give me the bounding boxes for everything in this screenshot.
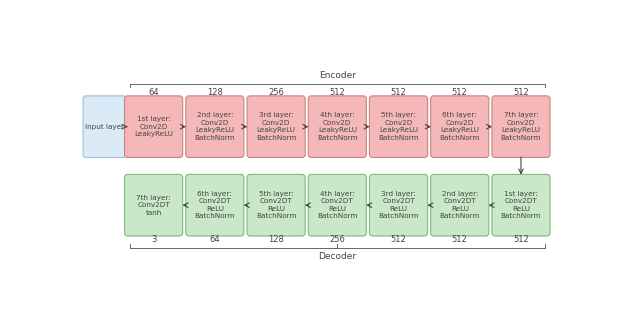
FancyBboxPatch shape bbox=[369, 174, 428, 236]
FancyBboxPatch shape bbox=[125, 174, 182, 236]
Text: Decoder: Decoder bbox=[318, 252, 356, 261]
FancyBboxPatch shape bbox=[308, 174, 366, 236]
Text: 3rd layer:
Conv2DT
ReLU
BatchNorm: 3rd layer: Conv2DT ReLU BatchNorm bbox=[378, 191, 419, 219]
Text: 6th layer:
Conv2DT
ReLU
BatchNorm: 6th layer: Conv2DT ReLU BatchNorm bbox=[195, 191, 235, 219]
Text: 4th layer:
Conv2D
LeakyReLU
BatchNorm: 4th layer: Conv2D LeakyReLU BatchNorm bbox=[317, 112, 358, 141]
FancyBboxPatch shape bbox=[308, 96, 366, 157]
Text: 3: 3 bbox=[151, 235, 156, 244]
FancyBboxPatch shape bbox=[431, 96, 489, 157]
Text: Input layer: Input layer bbox=[85, 124, 124, 130]
FancyBboxPatch shape bbox=[247, 174, 305, 236]
Text: 128: 128 bbox=[207, 87, 223, 97]
FancyBboxPatch shape bbox=[83, 96, 127, 157]
FancyBboxPatch shape bbox=[369, 96, 428, 157]
Text: 2nd layer:
Conv2D
LeakyReLU
BatchNorm: 2nd layer: Conv2D LeakyReLU BatchNorm bbox=[195, 112, 235, 141]
Text: 512: 512 bbox=[390, 87, 406, 97]
Text: 3rd layer:
Conv2D
LeakyReLU
BatchNorm: 3rd layer: Conv2D LeakyReLU BatchNorm bbox=[256, 112, 296, 141]
FancyBboxPatch shape bbox=[125, 96, 182, 157]
Text: 512: 512 bbox=[330, 87, 345, 97]
Text: 256: 256 bbox=[330, 235, 345, 244]
Text: 512: 512 bbox=[452, 87, 468, 97]
Text: 256: 256 bbox=[268, 87, 284, 97]
FancyBboxPatch shape bbox=[492, 174, 550, 236]
Text: 6th layer:
Conv2D
LeakyReLU
BatchNorm: 6th layer: Conv2D LeakyReLU BatchNorm bbox=[440, 112, 480, 141]
FancyBboxPatch shape bbox=[186, 174, 244, 236]
Text: 512: 512 bbox=[513, 235, 529, 244]
Text: 5th layer:
Conv2DT
ReLU
BatchNorm: 5th layer: Conv2DT ReLU BatchNorm bbox=[256, 191, 296, 219]
Text: 512: 512 bbox=[513, 87, 529, 97]
Text: 1st layer:
Conv2DT
ReLU
BatchNorm: 1st layer: Conv2DT ReLU BatchNorm bbox=[500, 191, 541, 219]
FancyBboxPatch shape bbox=[186, 96, 244, 157]
Text: 64: 64 bbox=[209, 235, 220, 244]
Text: 5th layer:
Conv2D
LeakyReLU
BatchNorm: 5th layer: Conv2D LeakyReLU BatchNorm bbox=[378, 112, 419, 141]
Text: 512: 512 bbox=[452, 235, 468, 244]
Text: 2nd layer:
Conv2DT
ReLU
BatchNorm: 2nd layer: Conv2DT ReLU BatchNorm bbox=[440, 191, 480, 219]
Text: 1st layer:
Conv2D
LeakyReLU: 1st layer: Conv2D LeakyReLU bbox=[134, 116, 173, 137]
Text: 512: 512 bbox=[390, 235, 406, 244]
FancyBboxPatch shape bbox=[247, 96, 305, 157]
Text: 7th layer:
Conv2DT
tanh: 7th layer: Conv2DT tanh bbox=[136, 195, 171, 216]
Text: 128: 128 bbox=[268, 235, 284, 244]
FancyBboxPatch shape bbox=[431, 174, 489, 236]
Text: 64: 64 bbox=[148, 87, 159, 97]
FancyBboxPatch shape bbox=[492, 96, 550, 157]
Text: 7th layer:
Conv2D
LeakyReLU
BatchNorm: 7th layer: Conv2D LeakyReLU BatchNorm bbox=[500, 112, 541, 141]
Text: Encoder: Encoder bbox=[319, 72, 356, 80]
Text: 4th layer:
Conv2DT
ReLU
BatchNorm: 4th layer: Conv2DT ReLU BatchNorm bbox=[317, 191, 358, 219]
